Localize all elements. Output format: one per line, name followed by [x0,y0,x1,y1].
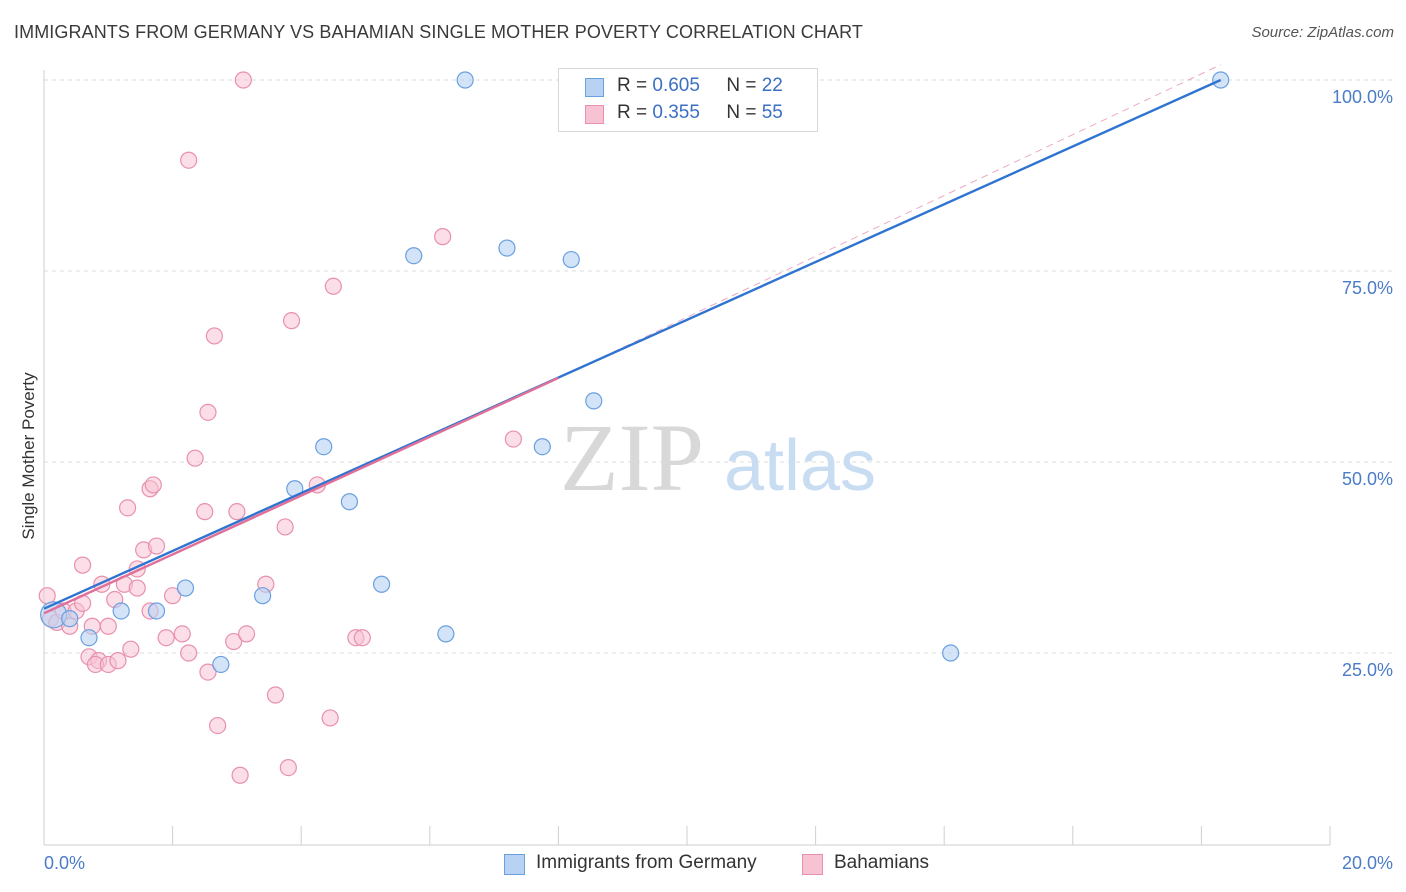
bahamians-point [237,625,256,643]
bahamians-point [282,312,301,330]
bahamians-point [434,228,452,246]
germany-point [254,587,272,605]
germany-point [80,629,98,647]
bahamians-point [186,449,204,467]
legend-n-label: N = [726,75,757,96]
series-label-germany: Immigrants from Germany [536,852,757,873]
watermark: ZIP atlas [560,404,876,511]
trend-lines [43,64,1222,615]
legend-r-value: 0.605 [652,75,700,96]
legend-n-value: 55 [761,102,783,123]
bahamians-point [276,518,294,536]
bahamians-point [118,499,137,517]
bahamians-trend-extension [558,64,1221,379]
y-tick-label: 75.0% [1342,278,1393,298]
bahamians-point [321,709,339,727]
bahamians-point [279,758,297,777]
germany-point [176,579,195,597]
chart-title: IMMIGRANTS FROM GERMANY VS BAHAMIAN SING… [14,22,863,42]
germany-point [405,247,423,265]
axes [43,70,1331,846]
watermark-zip: ZIP [560,404,704,511]
germany-point [533,438,551,456]
germany-point [498,239,516,257]
legend-n-label: N = [726,102,757,123]
bahamians-point [147,537,166,555]
correlation-legend: R = 0.605 N = 22 R = 0.355 N = 55 [558,68,818,132]
series-swatch-germany [504,854,525,875]
bahamians-points [38,71,522,784]
bahamians-point [199,403,217,421]
y-tick-label: 25.0% [1342,660,1393,680]
legend-swatch-germany [585,78,604,97]
bahamians-point [109,652,127,670]
bahamians-point [205,327,223,345]
y-tick-label: 100.0% [1332,87,1393,107]
bahamians-point [144,476,162,494]
bahamians-point [180,151,198,169]
legend-r-value: 0.355 [652,102,700,123]
bahamians-point [199,663,217,681]
x-tick-label: 20.0% [1342,853,1393,873]
germany-point [212,655,230,674]
legend-n-value: 22 [761,75,783,96]
bahamians-point [266,686,285,704]
bahamians-point [128,579,146,597]
bahamians-point [324,277,342,295]
bahamians-point [504,430,522,448]
bahamians-point [157,629,175,647]
bahamians-point [122,640,140,658]
series-swatch-bahamians [802,854,823,875]
bahamians-point [180,644,198,662]
watermark-atlas: atlas [724,426,876,506]
germany-point [562,250,580,269]
germany-point [112,602,130,620]
legend-r-label: R = [617,75,648,96]
bahamians-point [231,766,249,784]
bahamians-point [196,503,214,521]
y-axis-label: Single Mother Poverty [19,372,38,540]
bahamians-point [99,617,117,635]
germany-point [340,493,359,511]
tick-labels: 25.0% 50.0% 75.0% 100.0% 0.0% 20.0% [44,87,1393,873]
grid-lines [44,79,1392,654]
germany-point [437,625,455,643]
germany-points [40,71,1230,674]
germany-point [456,71,474,89]
legend-r-label: R = [617,102,648,123]
bahamians-point [73,556,92,574]
bahamians-point [234,71,252,89]
bahamians-point [209,716,227,735]
x-tick-label: 0.0% [44,853,85,873]
bahamians-point [173,625,191,643]
germany-point [61,610,79,628]
bahamians-trend-line [43,376,559,615]
series-label-bahamians: Bahamians [834,852,930,873]
germany-point [315,438,333,456]
germany-trend-line [43,78,1222,610]
bahamians-point [225,632,243,651]
bahamians-point [164,587,182,605]
germany-point [372,575,391,593]
bahamians-point [353,629,371,647]
legend-swatch-bahamians [585,105,604,124]
bahamians-point [228,503,246,521]
germany-point [942,644,960,662]
germany-point [147,602,166,620]
source-label: Source: ZipAtlas.com [1251,24,1394,41]
germany-point [585,392,603,410]
y-tick-label: 50.0% [1342,469,1393,489]
